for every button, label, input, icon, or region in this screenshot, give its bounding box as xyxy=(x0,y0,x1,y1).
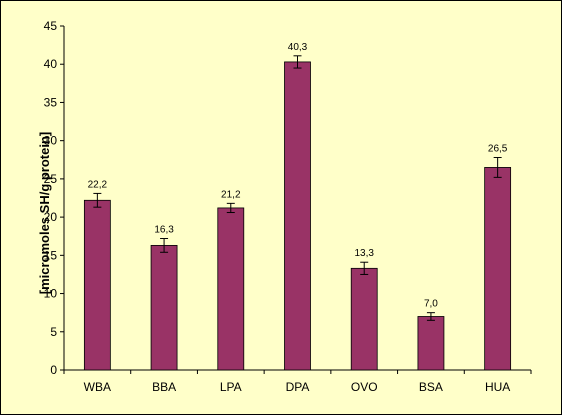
bar-hua xyxy=(484,167,512,371)
y-tick-label: 35 xyxy=(44,95,58,109)
x-tick-label: BBA xyxy=(152,380,176,394)
data-label: 7,0 xyxy=(424,299,438,310)
bar-bba xyxy=(150,244,178,371)
x-tick-label: LPA xyxy=(220,380,242,394)
bar-ovo xyxy=(350,267,378,371)
data-labels: 22,2 16,3 21,2 40,3 13,3 7,0 26,5 xyxy=(88,42,508,310)
y-tick-label: 10 xyxy=(44,287,58,301)
x-tick-label: WBA xyxy=(84,380,111,394)
error-bars xyxy=(93,55,502,321)
y-tick-label: 0 xyxy=(50,363,57,377)
y-tick-label: 5 xyxy=(50,325,57,339)
data-label: 40,3 xyxy=(288,42,308,53)
data-label: 26,5 xyxy=(488,143,508,154)
bar-lpa xyxy=(217,207,245,371)
y-tick-labels: 0 5 10 15 20 25 30 35 40 45 xyxy=(44,19,58,377)
x-tick-label: HUA xyxy=(485,380,510,394)
bar-wba xyxy=(83,199,111,371)
y-tick-label: 15 xyxy=(44,248,58,262)
x-tick-label: BSA xyxy=(419,380,443,394)
y-tick-label: 30 xyxy=(44,134,58,148)
y-axis-label: [micromoles SH/g protein] xyxy=(37,132,52,295)
x-tick-label: DPA xyxy=(286,380,310,394)
bars xyxy=(83,61,512,371)
y-tick-label: 40 xyxy=(44,57,58,71)
data-label: 16,3 xyxy=(154,225,174,236)
bar-dpa xyxy=(284,61,311,371)
data-label: 13,3 xyxy=(354,248,374,259)
data-label: 21,2 xyxy=(221,189,241,200)
y-tick-label: 25 xyxy=(44,172,58,186)
y-tick-label: 45 xyxy=(44,19,58,33)
x-tick-labels: WBA BBA LPA DPA OVO BSA HUA xyxy=(84,380,511,394)
x-tick-label: OVO xyxy=(351,380,378,394)
data-label: 22,2 xyxy=(88,179,108,190)
y-tick-label: 20 xyxy=(44,210,58,224)
bar-bsa xyxy=(417,316,445,371)
